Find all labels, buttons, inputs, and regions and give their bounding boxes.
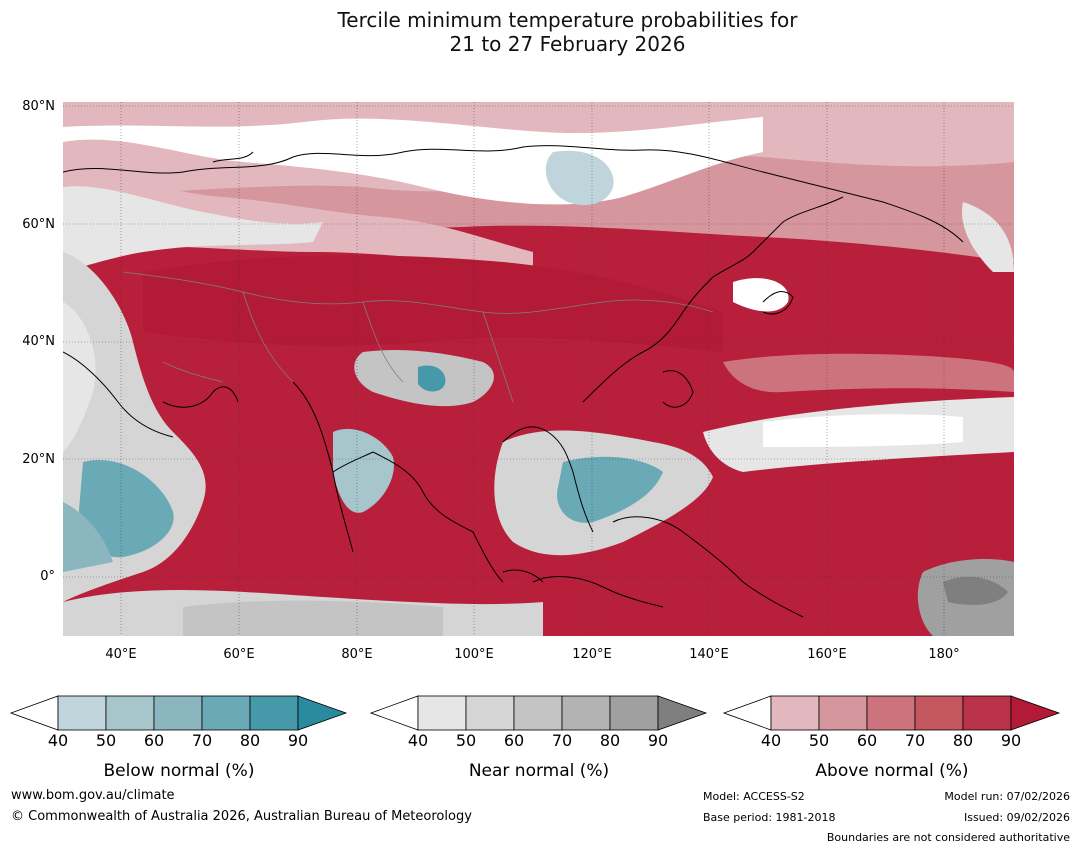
colorbar-above-swatch-3 — [866, 695, 916, 731]
lon-label-120e: 120°E — [572, 647, 612, 662]
colorbar-near-swatch-2 — [465, 695, 515, 731]
footer-model-run: Model run: 07/02/2026 — [944, 790, 1070, 803]
colorbar-above-tick-80: 80 — [952, 731, 974, 750]
lat-label-80n: 80°N — [22, 99, 55, 114]
colorbar-above-swatch-4 — [914, 695, 964, 731]
colorbar-near-extend-high — [657, 695, 708, 731]
colorbar-above-swatches — [723, 695, 1061, 731]
south-pacific-near-dark — [943, 576, 1008, 605]
colorbar-below-tick-60: 60 — [143, 731, 165, 750]
colorbar-above-swatch-1 — [770, 695, 820, 731]
map-title: Tercile minimum temperature probabilitie… — [0, 8, 1081, 56]
colorbar-below-tick-50: 50 — [95, 731, 117, 750]
pacific-north-near-area — [962, 202, 1014, 272]
lon-label-160e: 160°E — [807, 647, 847, 662]
colorbar-near-tick-80: 80 — [599, 731, 621, 750]
colorbar-above-label: Above normal (%) — [815, 761, 969, 781]
colorbar-near-extend-low — [370, 695, 419, 731]
lon-label-180: 180° — [928, 647, 960, 662]
colorbar-above: 40 50 60 70 80 90 Above normal (%) — [723, 695, 1061, 785]
title-line-2: 21 to 27 February 2026 — [449, 32, 686, 56]
graticule — [63, 102, 1014, 636]
title-line-1: Tercile minimum temperature probabilitie… — [337, 8, 798, 32]
colorbar-above-swatch-2 — [818, 695, 868, 731]
colorbar-below-tick-70: 70 — [191, 731, 213, 750]
footer-copyright: © Commonwealth of Australia 2026, Austra… — [11, 809, 472, 824]
colorbar-below-tick-40: 40 — [47, 731, 69, 750]
colorbar-above-tick-90: 90 — [1000, 731, 1022, 750]
lon-label-140e: 140°E — [689, 647, 729, 662]
colorbar-below: 40 50 60 70 80 90 Below normal (%) — [10, 695, 348, 785]
colorbar-above-tick-60: 60 — [856, 731, 878, 750]
colorbar-near-swatch-1 — [417, 695, 467, 731]
lat-label-40n: 40°N — [22, 334, 55, 349]
east-africa-below-light — [63, 502, 113, 572]
colorbar-near-tick-50: 50 — [455, 731, 477, 750]
lon-label-80e: 80°E — [341, 647, 373, 662]
colorbar-below-tick-90: 90 — [287, 731, 309, 750]
lon-label-100e: 100°E — [454, 647, 494, 662]
colorbar-above-tick-40: 40 — [760, 731, 782, 750]
footer-disclaimer: Boundaries are not considered authoritat… — [826, 831, 1070, 844]
colorbar-below-swatches — [10, 695, 348, 731]
india-below-area — [333, 428, 394, 513]
japan-sea-patch — [733, 278, 789, 312]
colorbar-below-swatch-2 — [105, 695, 155, 731]
below-normal-patch-north — [545, 150, 614, 206]
footer-issued: Issued: 09/02/2026 — [963, 811, 1070, 824]
lon-label-40e: 40°E — [105, 647, 137, 662]
colorbar-near-tick-60: 60 — [503, 731, 525, 750]
lat-label-60n: 60°N — [22, 217, 55, 232]
colorbar-above-swatch-5 — [962, 695, 1012, 731]
tibet-below-patch — [418, 365, 446, 392]
colorbar-above-extend-low — [723, 695, 772, 731]
colorbar-below-swatch-3 — [153, 695, 203, 731]
east-africa-below-area — [78, 460, 174, 558]
south-indian-near-dark — [183, 600, 443, 636]
colorbar-near-tick-70: 70 — [551, 731, 573, 750]
lon-label-60e: 60°E — [223, 647, 255, 662]
colorbar-below-tick-80: 80 — [239, 731, 261, 750]
probability-map — [63, 102, 1014, 636]
lat-label-0: 0° — [40, 569, 55, 584]
colorbar-above-tick-70: 70 — [904, 731, 926, 750]
footer-base-period: Base period: 1981-2018 — [703, 811, 836, 824]
map-canvas — [63, 102, 1014, 636]
footer-url[interactable]: www.bom.gov.au/climate — [11, 788, 175, 803]
colorbar-below-label: Below normal (%) — [103, 761, 255, 781]
colorbar-below-swatch-5 — [249, 695, 299, 731]
coastlines — [63, 145, 964, 618]
colorbar-near-swatch-5 — [609, 695, 659, 731]
country-borders — [122, 271, 714, 403]
lat-label-20n: 20°N — [22, 452, 55, 467]
colorbar-near-swatches — [370, 695, 708, 731]
central-asia-strong-band — [143, 255, 723, 352]
pacific-mid-above-band — [723, 353, 1014, 393]
colorbar-above-extend-high — [1010, 695, 1061, 731]
footer-model: Model: ACCESS-S2 — [703, 790, 805, 803]
colorbar-above-tick-50: 50 — [808, 731, 830, 750]
colorbar-near-label: Near normal (%) — [468, 761, 610, 781]
colorbar-near-swatch-4 — [561, 695, 611, 731]
colorbar-below-extend-high — [297, 695, 348, 731]
colorbar-near: 40 50 60 70 80 90 Near normal (%) — [370, 695, 708, 785]
colorbar-near-tick-40: 40 — [407, 731, 429, 750]
colorbar-near-tick-90: 90 — [647, 731, 669, 750]
west-siberia-near-area — [63, 186, 323, 272]
west-near-light-area — [63, 302, 96, 452]
south-china-sea-below-area — [557, 456, 663, 523]
colorbar-below-swatch-1 — [57, 695, 107, 731]
colorbar-near-swatch-3 — [513, 695, 563, 731]
colorbar-below-extend-low — [10, 695, 59, 731]
pacific-white-band — [763, 414, 963, 447]
colorbar-below-swatch-4 — [201, 695, 251, 731]
